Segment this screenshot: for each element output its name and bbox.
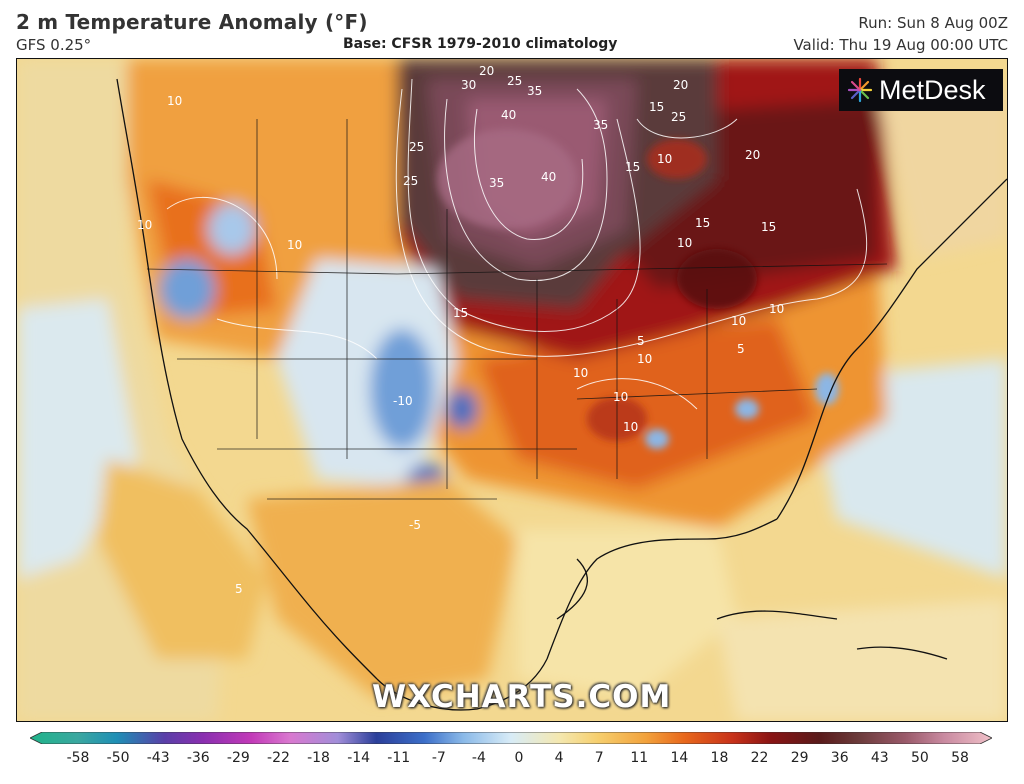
colorbar-tick-label: -4	[471, 750, 486, 766]
colorbar-tick-label: 0	[514, 750, 524, 766]
contour-label: 5	[637, 334, 645, 348]
run-time-label: Run: Sun 8 Aug 00Z	[858, 14, 1008, 32]
colorbar-tick-label: -22	[267, 750, 290, 766]
contour-label: 10	[623, 420, 638, 434]
contour-label: 10	[637, 352, 652, 366]
colorbar-tick-label: 43	[870, 750, 889, 766]
colorbar-tick-label: -7	[431, 750, 446, 766]
contour-label: 15	[453, 306, 468, 320]
contour-label: -10	[393, 394, 413, 408]
contour-label: 10	[287, 238, 302, 252]
starburst-icon	[847, 77, 873, 103]
contour-label: 20	[479, 64, 494, 78]
contour-label: 20	[745, 148, 760, 162]
contour-label: 10	[769, 302, 784, 316]
colorbar-tick-label: 36	[830, 750, 849, 766]
contour-label: 25	[671, 110, 686, 124]
contour-label: 5	[235, 582, 243, 596]
contour-label: 10	[167, 94, 182, 108]
contour-label: 15	[761, 220, 776, 234]
state-borders	[146, 119, 888, 500]
colorbar-tick-label: 11	[630, 750, 649, 766]
contour-label: 35	[593, 118, 608, 132]
model-label: GFS 0.25°	[16, 36, 92, 54]
map-canvas: 20 25 30 35 40 35 40 25 25 35 20 25 20 1…	[17, 59, 1007, 721]
watermark: WXCHARTS.COM	[372, 679, 672, 715]
contour-label: 20	[673, 78, 688, 92]
contour-label: 10	[613, 390, 628, 404]
metdesk-logo: MetDesk	[839, 69, 1003, 111]
contour-label: 10	[677, 236, 692, 250]
contour-label: 5	[737, 342, 745, 356]
anomaly-map: 20 25 30 35 40 35 40 25 25 35 20 25 20 1…	[16, 58, 1008, 722]
colorbar-tick-label: -29	[226, 750, 250, 766]
colorbar-tick-label: -18	[307, 750, 330, 766]
colorbar-tick-label: -11	[387, 750, 411, 766]
colorbar-tick-label: -14	[347, 750, 371, 766]
valid-time-label: Valid: Thu 19 Aug 00:00 UTC	[793, 36, 1008, 54]
colorbar-tick-label: -36	[186, 750, 210, 766]
colorbar-ticks: -58 -50 -43 -36 -29 -22 -18 -14 -11 -7 -4 0 4 7 11 14 18…	[30, 750, 992, 768]
colorbar-tick-label: 7	[594, 750, 604, 766]
contour-label: 15	[649, 100, 664, 114]
contour-label: 40	[541, 170, 556, 184]
colorbar-tick-label: -43	[146, 750, 170, 766]
contour-label: 10	[657, 152, 672, 166]
colorbar-tick-label: 29	[790, 750, 809, 766]
coastlines	[116, 78, 1007, 711]
contour-label: 10	[137, 218, 152, 232]
contour-label: 15	[695, 216, 710, 230]
colorbar-tick-label: 14	[670, 750, 689, 766]
colorbar-tick-label: -58	[66, 750, 90, 766]
contour-lines	[166, 78, 868, 410]
logo-text: MetDesk	[879, 74, 986, 105]
contour-label: 30	[461, 78, 476, 92]
anomaly-detail	[437, 129, 839, 449]
contour-label: 35	[527, 84, 542, 98]
contour-label: 10	[573, 366, 588, 380]
contour-label: 10	[731, 314, 746, 328]
contour-label: 25	[507, 74, 522, 88]
colorbar-tick-label: 22	[750, 750, 769, 766]
colorbar-tick-label: 58	[951, 750, 969, 766]
contour-label: 35	[489, 176, 504, 190]
colorbar	[30, 732, 992, 744]
contour-label: -5	[409, 518, 421, 532]
chart-title: 2 m Temperature Anomaly (°F)	[16, 10, 368, 34]
contour-label: 25	[403, 174, 418, 188]
contour-label: 40	[501, 108, 516, 122]
colorbar-tick-label: 4	[554, 750, 564, 766]
climatology-base-label: Base: CFSR 1979-2010 climatology	[343, 36, 618, 52]
contour-label: 15	[625, 160, 640, 174]
colorbar-tick-label: 18	[710, 750, 729, 766]
contour-label: 25	[409, 140, 424, 154]
colorbar-tick-label: 50	[910, 750, 929, 766]
anomaly-field	[17, 59, 1007, 721]
colorbar-tick-label: -50	[106, 750, 130, 766]
